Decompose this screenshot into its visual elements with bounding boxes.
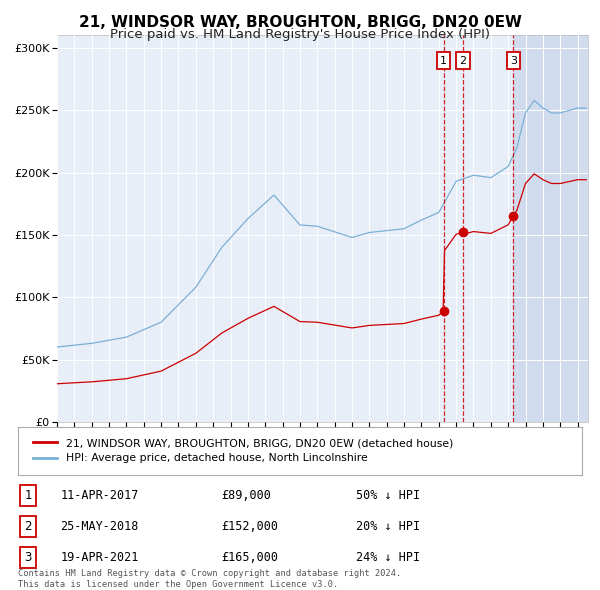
Text: £152,000: £152,000 [221, 520, 278, 533]
Text: £89,000: £89,000 [221, 489, 271, 502]
Text: 3: 3 [25, 551, 32, 564]
Text: 11-APR-2017: 11-APR-2017 [60, 489, 139, 502]
Text: 2: 2 [460, 55, 467, 65]
Text: 3: 3 [510, 55, 517, 65]
Text: Contains HM Land Registry data © Crown copyright and database right 2024.
This d: Contains HM Land Registry data © Crown c… [18, 569, 401, 589]
Legend: 21, WINDSOR WAY, BROUGHTON, BRIGG, DN20 0EW (detached house), HPI: Average price: 21, WINDSOR WAY, BROUGHTON, BRIGG, DN20 … [29, 434, 458, 468]
Text: Price paid vs. HM Land Registry's House Price Index (HPI): Price paid vs. HM Land Registry's House … [110, 28, 490, 41]
Text: 1: 1 [440, 55, 447, 65]
Text: 50% ↓ HPI: 50% ↓ HPI [356, 489, 421, 502]
Text: 24% ↓ HPI: 24% ↓ HPI [356, 551, 421, 564]
Text: 1: 1 [25, 489, 32, 502]
Bar [514, 35, 588, 422]
Text: 2: 2 [25, 520, 32, 533]
Text: 21, WINDSOR WAY, BROUGHTON, BRIGG, DN20 0EW: 21, WINDSOR WAY, BROUGHTON, BRIGG, DN20 … [79, 15, 521, 30]
Text: 25-MAY-2018: 25-MAY-2018 [60, 520, 139, 533]
Text: 20% ↓ HPI: 20% ↓ HPI [356, 520, 421, 533]
Text: 19-APR-2021: 19-APR-2021 [60, 551, 139, 564]
Text: £165,000: £165,000 [221, 551, 278, 564]
